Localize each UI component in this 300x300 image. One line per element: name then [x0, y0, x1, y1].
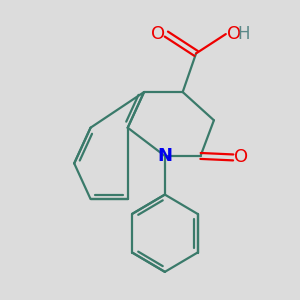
Text: O: O	[227, 25, 241, 43]
Text: N: N	[158, 147, 172, 165]
Text: O: O	[235, 148, 249, 166]
Text: H: H	[237, 25, 250, 43]
Text: O: O	[151, 25, 165, 43]
